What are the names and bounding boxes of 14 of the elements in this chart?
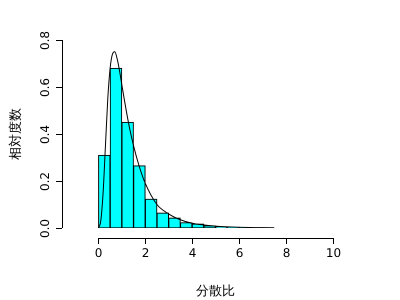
x-axis-title: 分散比: [196, 284, 235, 299]
x-tick-label: 0: [94, 246, 102, 260]
x-tick-label: 8: [282, 246, 290, 260]
x-tick-label: 6: [236, 246, 244, 260]
y-tick-label: 0.0: [38, 218, 52, 238]
y-tick-label: 0.4: [38, 124, 52, 144]
line-series: [98, 51, 275, 228]
y-tick-label: 0.8: [38, 30, 52, 50]
y-axis-title: 相対度数: [7, 108, 24, 160]
x-tick-label: 4: [188, 246, 196, 260]
x-tick-label: 2: [142, 246, 150, 260]
y-tick-label: 0.2: [38, 172, 52, 192]
y-tick-label: 0.6: [38, 78, 52, 98]
x-tick-label: 10: [326, 246, 342, 260]
